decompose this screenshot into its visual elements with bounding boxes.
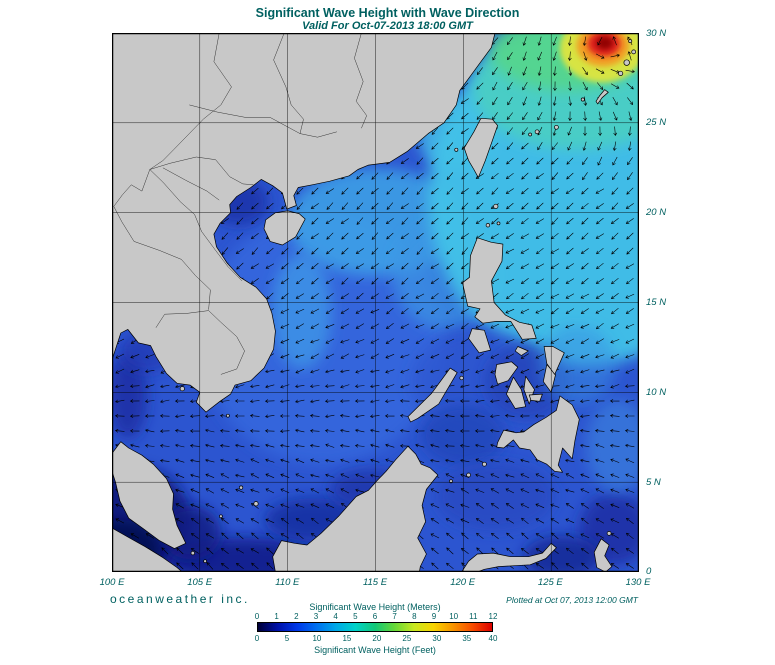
legend-tick-meters: 6 [372,612,378,621]
lon-label: 130 E [625,577,651,588]
oceanweather-credit: oceanweather inc. [110,592,250,606]
legend-tick-meters: 9 [431,612,437,621]
lon-label: 120 E [450,577,476,588]
lat-label: 0 [646,566,652,578]
legend-tick-meters: 3 [313,612,319,621]
lat-label: 15 N [646,296,667,308]
legend-feet-label: Significant Wave Height (Feet) [314,645,436,655]
map-frame [112,33,639,572]
legend-tick-feet: 5 [284,634,290,643]
chart-subtitle: Valid For Oct-07-2013 18:00 GMT [302,20,473,32]
lon-label: 100 E [99,577,125,588]
legend-tick-feet: 35 [462,634,472,643]
chart-title: Significant Wave Height with Wave Direct… [255,6,520,20]
legend-tick-feet: 0 [254,634,260,643]
legend-tick-meters: 7 [392,612,397,621]
legend-tick-meters: 1 [274,612,279,621]
legend-meters-label: Significant Wave Height (Meters) [309,602,441,612]
legend-tick-feet: 20 [372,634,382,643]
legend-tick-meters: 8 [412,612,417,621]
lat-label: 25 N [646,117,667,129]
lon-label: 125 E [537,577,563,588]
legend-tick-meters: 12 [488,612,498,621]
lon-label: 110 E [275,577,300,588]
land-layer [112,33,637,572]
legend-tick-meters: 0 [254,612,260,621]
map-canvas [112,33,639,572]
graticule-layer [112,33,639,572]
lat-label: 10 N [646,386,667,398]
legend-tick-feet: 40 [488,634,498,643]
legend-tick-feet: 30 [432,634,442,643]
legend-colorbar [257,622,493,632]
plotted-at-note: Plotted at Oct 07, 2013 12:00 GMT [506,595,638,605]
lon-label: 115 E [362,577,388,588]
lon-label: 105 E [187,577,213,588]
legend-tick-feet: 10 [312,634,322,643]
country-borders-layer [113,33,367,375]
legend-tick-meters: 2 [294,612,299,621]
lat-label: 20 N [646,207,667,219]
legend-tick-meters: 10 [449,612,459,621]
legend-tick-feet: 25 [402,634,412,643]
legend-feet-ticks: 0 5 10 15 20 25 30 35 40 [254,634,498,643]
legend-tick-meters: 4 [333,612,338,621]
legend-meters-ticks: 0 1 2 3 4 5 6 7 8 9 10 11 12 [254,612,498,621]
legend-tick-feet: 15 [342,634,352,643]
lat-label: 30 N [646,27,667,39]
lat-label: 5 N [646,476,661,488]
legend-tick-meters: 5 [353,612,358,621]
legend-tick-meters: 11 [469,612,478,621]
